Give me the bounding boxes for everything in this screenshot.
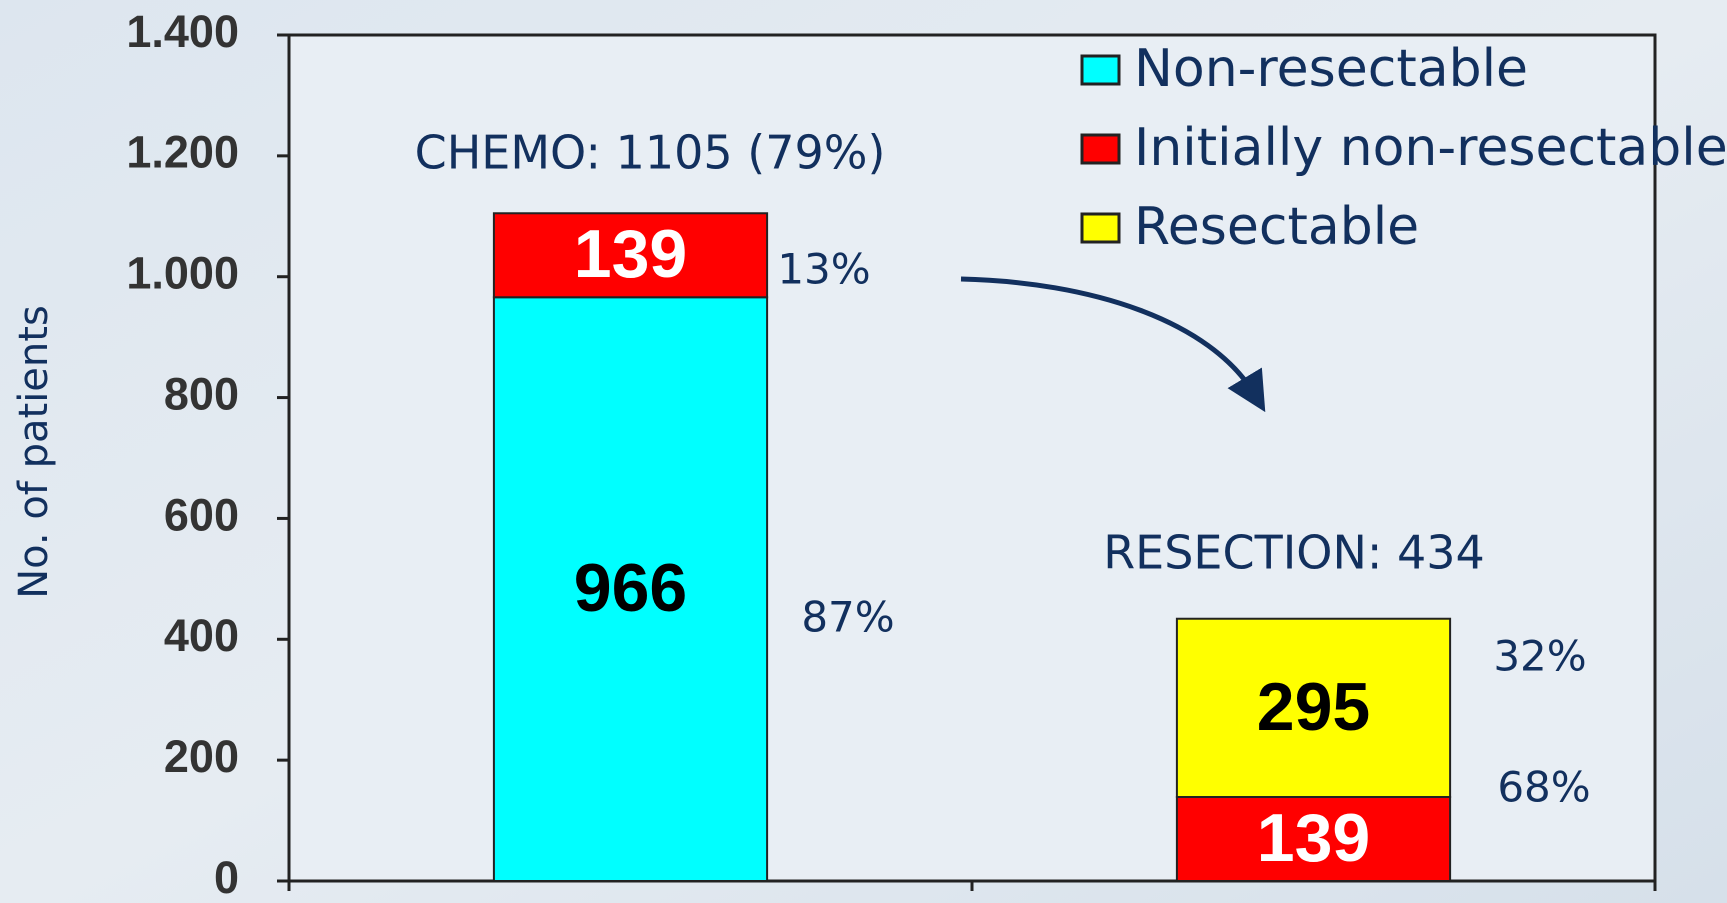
y-tick-label: 1.200 (126, 127, 239, 178)
y-axis-label: No. of patients (11, 305, 57, 599)
legend-swatch (1080, 133, 1121, 165)
arrow (960, 276, 1266, 413)
y-tick-label: 600 (164, 489, 239, 540)
y-tick-label: 0 (214, 852, 239, 903)
bar-segment (492, 212, 769, 299)
annotation: 68% (1497, 763, 1590, 812)
bar-segment (492, 296, 769, 882)
annotation: 87% (801, 593, 894, 642)
y-tick-label: 800 (164, 368, 239, 419)
data-label: 295 (1257, 669, 1370, 745)
y-tick-label: 1.000 (126, 248, 239, 299)
data-label: 139 (1257, 800, 1370, 876)
annotation: 32% (1493, 632, 1586, 681)
legend-swatch (1080, 54, 1121, 86)
annotation: RESECTION: 434 (1103, 526, 1485, 580)
annotation: CHEMO: 1105 (79%) (415, 126, 886, 180)
legend-swatch (1080, 212, 1121, 244)
legend-label: Resectable (1134, 197, 1419, 257)
bar-segment (1175, 617, 1452, 799)
legend-label: Initially non-resectable (1134, 118, 1727, 178)
data-label: 966 (574, 550, 687, 626)
y-tick-label: 400 (164, 610, 239, 661)
annotation: 13% (777, 245, 870, 294)
bar-segment (1175, 796, 1452, 882)
y-tick-label: 200 (164, 731, 239, 782)
legend-label: Non-resectable (1134, 39, 1528, 99)
data-label: 139 (574, 216, 687, 292)
y-tick-label: 1.400 (126, 6, 239, 57)
